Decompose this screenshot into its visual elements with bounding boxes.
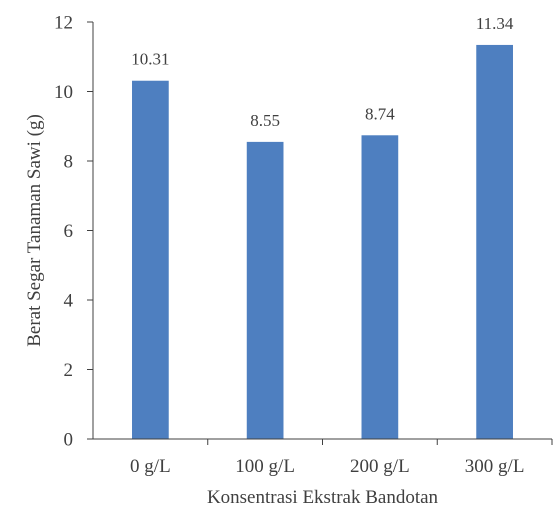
y-tick-label: 2 [64,360,74,381]
y-tick-label: 4 [64,291,74,312]
x-tick-label: 100 g/L [235,456,295,477]
y-axis-title: Berat Segar Tanaman Sawi (g) [24,114,45,347]
data-label: 8.74 [365,104,395,123]
y-axis-ticks: 0 2 4 6 8 10 12 [54,13,93,451]
data-label: 11.34 [476,14,514,33]
data-label: 10.31 [131,50,169,69]
y-tick-label: 8 [64,152,74,173]
x-tick-label: 300 g/L [465,456,525,477]
y-tick-label: 12 [54,13,73,34]
y-tick-label: 0 [64,430,74,451]
bar [246,141,284,439]
bars-group: 10.31 8.55 8.74 11.34 [131,14,514,440]
y-tick-label: 6 [64,221,74,242]
x-axis-ticks: 0 g/L 100 g/L 200 g/L 300 g/L [130,439,553,477]
y-tick-label: 10 [54,82,73,103]
data-label: 8.55 [250,111,280,130]
bar [361,135,399,439]
x-axis-title: Konsentrasi Ekstrak Bandotan [207,487,439,508]
x-tick-label: 0 g/L [130,456,171,477]
bar [132,80,169,439]
x-tick-label: 200 g/L [350,456,410,477]
bar [476,44,513,440]
